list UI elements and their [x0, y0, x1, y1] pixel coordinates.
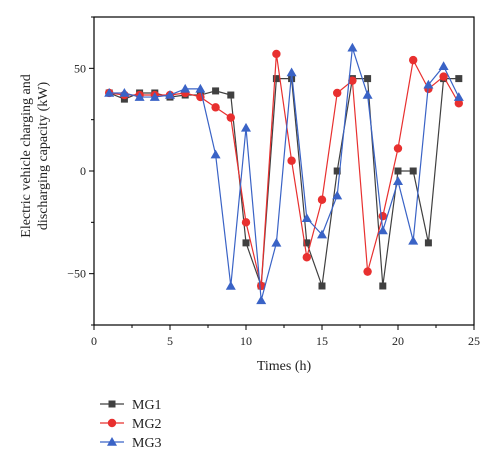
data-point-mg3: [149, 92, 160, 101]
y-tick-label: −50: [67, 267, 86, 281]
legend-item-mg2: MG2: [100, 417, 162, 432]
data-point-mg3: [241, 122, 251, 132]
data-point-mg2: [317, 195, 327, 204]
data-point-mg1: [394, 167, 402, 175]
data-point-mg3: [362, 90, 373, 99]
data-point-mg3: [104, 87, 115, 97]
series-line-mg3: [109, 47, 460, 301]
data-point-mg3: [301, 213, 312, 222]
data-point-mg2: [439, 72, 448, 81]
data-point-mg3: [332, 190, 343, 200]
series-mg3: [104, 42, 464, 305]
data-point-mg1: [364, 75, 372, 83]
data-point-mg3: [225, 280, 236, 290]
x-tick-label: 0: [91, 334, 97, 348]
data-point-mg2: [302, 253, 311, 262]
data-point-mg2: [241, 218, 251, 227]
data-point-mg2: [272, 49, 281, 59]
data-point-mg1: [333, 167, 341, 175]
data-point-mg2: [409, 55, 418, 65]
data-point-mg2: [454, 99, 463, 108]
data-point-mg3: [165, 90, 175, 99]
data-point-mg1: [455, 75, 463, 83]
data-point-mg3: [210, 149, 221, 159]
data-point-mg3: [423, 79, 434, 89]
data-point-mg2: [211, 103, 220, 112]
y-axis-title-line: discharging capacity (kW): [36, 82, 51, 231]
x-tick-label: 15: [316, 334, 328, 348]
legend-item-mg3: MG3: [100, 436, 162, 451]
series-line-mg2: [109, 53, 460, 287]
legend-label-mg1: MG1: [132, 398, 162, 413]
data-point-mg2: [257, 281, 266, 291]
x-tick-label: 20: [392, 334, 404, 348]
data-point-mg2: [287, 156, 296, 165]
legend: MG1 MG2 MG3: [100, 398, 162, 451]
legend-label-mg2: MG2: [132, 417, 162, 432]
data-point-mg3: [271, 237, 282, 247]
legend-label-mg3: MG3: [132, 436, 162, 451]
plot-frame: [93, 16, 475, 326]
y-axis-title-line: Electric vehicle charging and: [19, 74, 34, 237]
x-tick-label: 25: [468, 334, 480, 348]
data-point-mg3: [347, 42, 358, 52]
data-point-mg1: [409, 167, 417, 175]
series-mg2: [105, 49, 463, 291]
data-point-mg1: [227, 91, 235, 99]
data-point-mg1: [212, 87, 220, 95]
legend-item-mg1: MG1: [100, 398, 162, 413]
data-point-mg1: [318, 282, 326, 290]
data-point-mg3: [438, 61, 449, 71]
legend-marker-mg2: [107, 418, 117, 428]
legend-marker-mg3: [107, 437, 117, 446]
y-tick-label: 0: [80, 164, 86, 178]
axes: [89, 16, 475, 330]
data-point-mg3: [317, 229, 327, 239]
data-point-mg1: [272, 75, 280, 83]
data-point-mg1: [242, 239, 250, 247]
y-tick-label: 50: [74, 61, 86, 75]
data-point-mg3: [286, 67, 297, 77]
data-point-mg3: [180, 83, 191, 93]
data-point-mg2: [363, 267, 372, 276]
y-axis-title: Electric vehicle charging and discharging…: [19, 74, 51, 237]
data-point-mg3: [377, 225, 388, 235]
x-axis-title: Times (h): [257, 359, 312, 374]
data-point-mg3: [256, 295, 267, 305]
data-point-mg2: [226, 113, 235, 122]
series-layer: [104, 42, 464, 305]
data-point-mg1: [379, 282, 387, 290]
data-point-mg2: [348, 76, 357, 85]
data-point-mg2: [333, 88, 342, 98]
data-point-mg3: [393, 176, 403, 186]
data-point-mg3: [453, 92, 464, 101]
data-point-mg2: [393, 144, 403, 153]
tick-labels: 0 5 10 15 20 25 −50 0 50: [67, 61, 480, 348]
x-tick-label: 10: [240, 334, 252, 348]
legend-marker-mg1: [108, 400, 116, 408]
data-point-mg3: [408, 235, 419, 245]
data-point-mg3: [195, 83, 206, 93]
data-point-mg3: [134, 92, 145, 101]
data-point-mg3: [119, 87, 130, 97]
data-point-mg1: [424, 239, 432, 247]
data-point-mg1: [303, 239, 311, 247]
x-tick-label: 5: [167, 334, 173, 348]
